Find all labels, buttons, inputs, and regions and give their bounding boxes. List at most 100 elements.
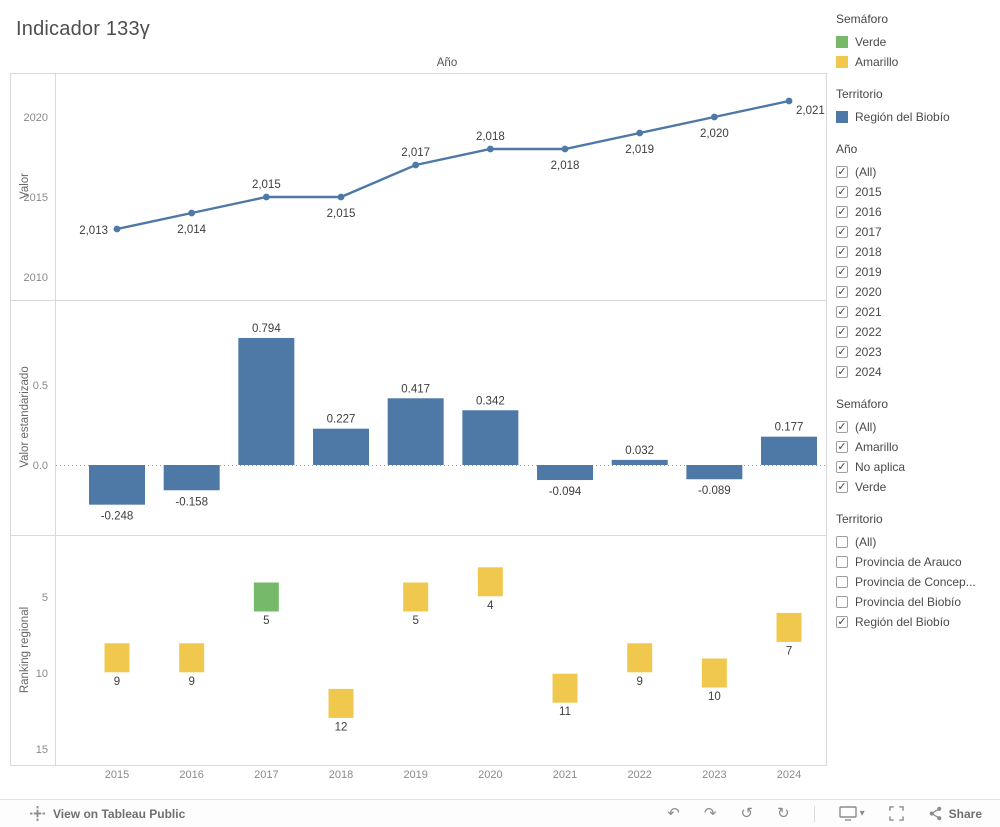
line-point-2024[interactable] <box>785 97 793 105</box>
refresh-icon[interactable]: ↻ <box>777 805 790 822</box>
device-preview-button[interactable]: ▾ <box>838 806 865 821</box>
filter-item[interactable]: ✓ 2021 <box>836 302 996 322</box>
line-point-2016[interactable] <box>188 209 196 217</box>
legend-item[interactable]: Región del Biobío <box>836 107 996 127</box>
filter-label: (All) <box>855 165 877 179</box>
share-button[interactable]: Share <box>928 806 982 821</box>
checkbox-icon[interactable]: ✓ <box>836 166 848 178</box>
checkbox-icon[interactable] <box>836 596 848 608</box>
rank-mark-2024[interactable] <box>776 612 802 642</box>
filter-item[interactable]: ✓ Región del Biobío <box>836 612 996 632</box>
filter-item[interactable]: ✓ (All) <box>836 162 996 182</box>
filter-title: Semáforo <box>836 397 889 411</box>
filter-item[interactable]: ✓ Amarillo <box>836 437 996 457</box>
checkbox-icon[interactable]: ✓ <box>836 616 848 628</box>
rank-mark-2019[interactable] <box>403 582 429 612</box>
filter-item[interactable]: Provincia de Arauco <box>836 552 996 572</box>
line-point-2018[interactable] <box>337 193 345 201</box>
filter-item[interactable]: ✓ No aplica <box>836 457 996 477</box>
svg-text:2024: 2024 <box>777 769 801 781</box>
filter-territorio: Territorio (All) Provincia de Arauco Provin… <box>836 512 996 632</box>
svg-text:9: 9 <box>636 676 642 688</box>
legend-item[interactable]: Verde <box>836 32 996 52</box>
filter-item[interactable]: (All) <box>836 532 996 552</box>
charts-svg: Año Valor Valor estandarizado Ranking regio… <box>10 57 827 781</box>
checkbox-icon[interactable]: ✓ <box>836 421 848 433</box>
bar-2017[interactable] <box>238 337 295 465</box>
undo-icon[interactable]: ↶ <box>667 805 680 822</box>
rank-mark-2022[interactable] <box>627 643 653 673</box>
bar-2018[interactable] <box>313 428 370 465</box>
filter-item[interactable]: ✓ 2024 <box>836 362 996 382</box>
bar-2021[interactable] <box>537 465 594 481</box>
checkbox-icon[interactable]: ✓ <box>836 481 848 493</box>
line-point-2020[interactable] <box>486 145 494 153</box>
svg-text:2016: 2016 <box>179 769 203 781</box>
checkbox-icon[interactable]: ✓ <box>836 226 848 238</box>
bar-2016[interactable] <box>163 465 220 491</box>
rank-mark-2018[interactable] <box>328 688 354 718</box>
rank-mark-2020[interactable] <box>477 567 503 597</box>
line-point-2022[interactable] <box>636 129 644 137</box>
redo-icon[interactable]: ↷ <box>703 805 717 822</box>
bar-2019[interactable] <box>387 398 444 465</box>
legend-item[interactable]: Amarillo <box>836 52 996 72</box>
filter-año: Año ✓ (All) ✓ 2015 ✓ 2016 ✓ 2017 ✓ 2018 ✓ 2019 ✓ 2020 ✓… <box>836 142 996 382</box>
filter-label: 2022 <box>855 325 882 339</box>
filter-item[interactable]: Provincia de Concep... <box>836 572 996 592</box>
checkbox-icon[interactable]: ✓ <box>836 461 848 473</box>
bar-2023[interactable] <box>686 465 743 480</box>
page-title: Indicador 133γ <box>16 18 151 40</box>
line-point-2019[interactable] <box>412 161 420 169</box>
bar-2024[interactable] <box>761 436 818 465</box>
filter-item[interactable]: ✓ 2016 <box>836 202 996 222</box>
bar-2020[interactable] <box>462 410 519 465</box>
svg-text:2020: 2020 <box>24 112 48 124</box>
fullscreen-button[interactable] <box>888 806 904 821</box>
rank-mark-2017[interactable] <box>253 582 279 612</box>
share-icon <box>929 806 941 821</box>
filter-item[interactable]: ✓ 2017 <box>836 222 996 242</box>
filter-item[interactable]: ✓ 2022 <box>836 322 996 342</box>
filter-item[interactable]: ✓ (All) <box>836 417 996 437</box>
svg-text:2023: 2023 <box>702 769 726 781</box>
checkbox-icon[interactable] <box>836 576 848 588</box>
filter-item[interactable]: Provincia del Biobío <box>836 592 996 612</box>
svg-text:2010: 2010 <box>24 272 48 284</box>
reset-icon[interactable]: ↺ <box>740 805 754 822</box>
rank-mark-2015[interactable] <box>104 643 130 673</box>
line-point-2023[interactable] <box>710 113 718 121</box>
filter-label: Verde <box>855 480 887 494</box>
checkbox-icon[interactable]: ✓ <box>836 441 848 453</box>
checkbox-icon[interactable]: ✓ <box>836 186 848 198</box>
bar-2015[interactable] <box>89 465 145 505</box>
rank-mark-2016[interactable] <box>179 643 205 673</box>
checkbox-icon[interactable] <box>836 536 848 548</box>
line-point-2015[interactable] <box>113 225 121 233</box>
checkbox-icon[interactable]: ✓ <box>836 306 848 318</box>
filter-item[interactable]: ✓ 2018 <box>836 242 996 262</box>
bar-2022[interactable] <box>611 459 668 465</box>
checkbox-icon[interactable]: ✓ <box>836 366 848 378</box>
filter-item[interactable]: ✓ 2015 <box>836 182 996 202</box>
filter-item[interactable]: ✓ Verde <box>836 477 996 497</box>
svg-text:0.227: 0.227 <box>327 414 356 426</box>
view-on-tableau-link[interactable]: View on Tableau Public <box>30 806 185 821</box>
line-point-2017[interactable] <box>262 193 270 201</box>
line-point-2021[interactable] <box>561 145 569 153</box>
sidebar: Semáforo Verde Amarillo Territorio Región de… <box>836 12 996 647</box>
checkbox-icon[interactable]: ✓ <box>836 206 848 218</box>
filter-item[interactable]: ✓ 2020 <box>836 282 996 302</box>
checkbox-icon[interactable]: ✓ <box>836 246 848 258</box>
fullscreen-icon <box>888 806 904 821</box>
checkbox-icon[interactable]: ✓ <box>836 286 848 298</box>
rank-mark-2023[interactable] <box>701 658 727 688</box>
checkbox-icon[interactable]: ✓ <box>836 346 848 358</box>
checkbox-icon[interactable]: ✓ <box>836 266 848 278</box>
rank-mark-2021[interactable] <box>552 673 578 703</box>
filter-item[interactable]: ✓ 2019 <box>836 262 996 282</box>
valor-line[interactable] <box>116 99 790 231</box>
checkbox-icon[interactable]: ✓ <box>836 326 848 338</box>
checkbox-icon[interactable] <box>836 556 848 568</box>
filter-item[interactable]: ✓ 2023 <box>836 342 996 362</box>
